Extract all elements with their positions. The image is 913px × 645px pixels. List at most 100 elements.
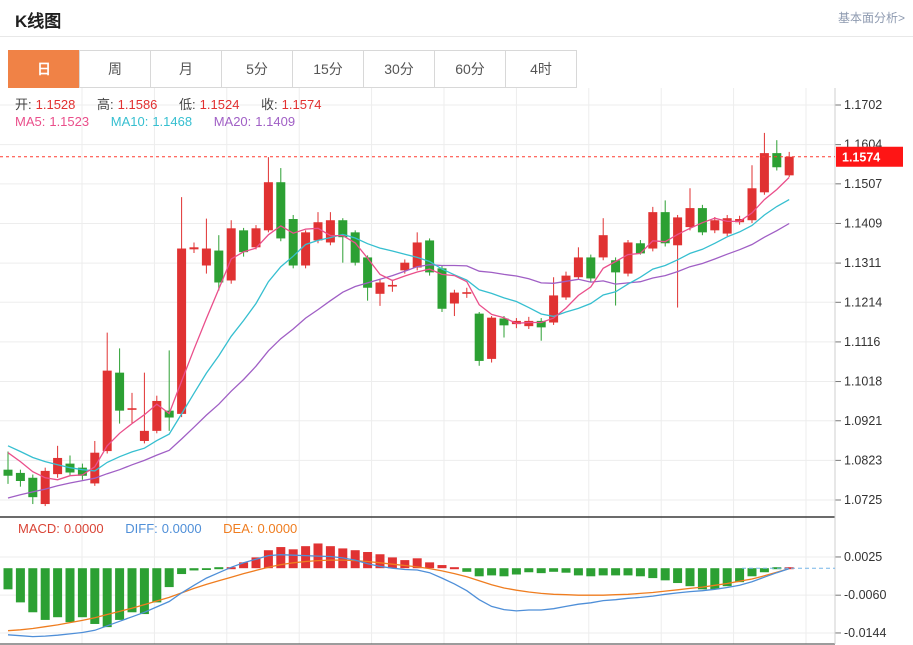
macd-bar-down [487, 568, 497, 576]
candle-down [115, 372, 125, 411]
tab-month[interactable]: 月 [150, 50, 222, 88]
macd-bar-down [561, 568, 571, 573]
macd-bar-flat [226, 567, 236, 570]
ma20-line [7, 222, 790, 499]
macd-bar-up [301, 546, 311, 569]
macd-bar-down [164, 568, 174, 588]
last-price-tag-text: 1.1574 [842, 150, 880, 164]
macd-bar-down [710, 568, 720, 590]
candle-up [722, 218, 732, 234]
tab-60min[interactable]: 60分 [434, 50, 506, 88]
macd-bar-down [65, 568, 75, 623]
price-axis-label: 1.1214 [844, 295, 882, 309]
candle-up [53, 457, 63, 475]
candle-up [524, 320, 534, 327]
candle-up [549, 295, 559, 323]
macd-bar-down [722, 568, 732, 587]
macd-bar-down [635, 568, 645, 577]
candle-down [437, 268, 447, 309]
macd-bar-down [177, 568, 187, 575]
candle-up [412, 242, 422, 268]
macd-bar-down [747, 568, 757, 577]
macd-bar-down [201, 568, 211, 570]
candle-up [201, 248, 211, 266]
candle-up [685, 208, 695, 228]
candle-up [710, 220, 720, 231]
candle-down [499, 318, 509, 326]
macd-bar-down [524, 568, 534, 573]
tab-4hour[interactable]: 4时 [505, 50, 577, 88]
macd-bar-down [53, 568, 63, 618]
macd-bar-down [586, 568, 596, 577]
candle-up [139, 430, 149, 441]
candle-up [747, 188, 757, 221]
candle-up [263, 182, 273, 231]
candle-down [474, 313, 484, 361]
tab-week[interactable]: 周 [79, 50, 151, 88]
macd-bar-up [251, 557, 261, 569]
candle-down [276, 182, 286, 239]
candle-down [288, 219, 298, 266]
candle-up [251, 228, 261, 248]
candle-up [102, 370, 112, 452]
candle-up [598, 235, 608, 258]
price-axis-label: 1.1409 [844, 216, 882, 230]
macd-bar-up [276, 547, 286, 569]
candle-up [449, 292, 459, 304]
macd-bar-up [387, 557, 397, 569]
candle-down [586, 257, 596, 279]
tab-5min[interactable]: 5分 [221, 50, 293, 88]
price-axis-label: 1.1507 [844, 177, 882, 191]
macd-bar-down [474, 568, 484, 577]
candle-up [648, 212, 658, 249]
ma5-line [7, 176, 790, 481]
chart-svg[interactable]: 1.17021.16041.15071.14091.13111.12141.11… [0, 88, 913, 645]
price-axis-label: 1.1702 [844, 98, 882, 112]
macd-bar-flat [214, 567, 224, 570]
fundamental-analysis-link[interactable]: 基本面分析> [837, 11, 905, 25]
candle-up [784, 156, 794, 176]
macd-bar-up [425, 562, 435, 569]
tab-day[interactable]: 日 [8, 50, 80, 88]
macd-bar-up [412, 558, 422, 569]
candle-down [214, 250, 224, 283]
candle-up [400, 262, 410, 271]
candle-down [239, 230, 249, 253]
macd-bar-down [40, 568, 50, 620]
candle-down [28, 477, 38, 498]
candle-up [127, 408, 137, 410]
macd-bar-down [77, 568, 87, 618]
macd-bar-up [325, 546, 335, 569]
candle-down [697, 208, 707, 233]
price-axis-label: 1.0921 [844, 414, 882, 428]
candle-down [350, 232, 360, 263]
macd-bar-up [263, 550, 273, 569]
price-axis-label: 1.0823 [844, 453, 882, 467]
macd-bar-down [462, 568, 472, 572]
macd-bar-up [437, 565, 447, 569]
price-axis-label: 1.1311 [844, 256, 881, 270]
diff-line [7, 554, 790, 638]
macd-bar-up [239, 562, 249, 569]
macd-bar-down [28, 568, 38, 613]
candle-up [90, 452, 100, 484]
dea-line [7, 559, 790, 632]
price-axis-label: 1.1116 [844, 335, 880, 349]
macd-bar-up [288, 549, 298, 569]
macd-bar-down [90, 568, 100, 624]
macd-bar-down [673, 568, 683, 584]
macd-bar-up [350, 550, 360, 569]
candle-up [387, 284, 397, 287]
tab-30min[interactable]: 30分 [363, 50, 435, 88]
last-price-tag [836, 146, 903, 167]
macd-bar-down [685, 568, 695, 587]
candle-up [673, 217, 683, 246]
macd-bar-down [511, 568, 521, 575]
macd-bar-down [735, 568, 745, 583]
candle-up [511, 320, 521, 325]
macd-bar-down [648, 568, 658, 579]
candle-up [623, 242, 633, 274]
tab-15min[interactable]: 15分 [292, 50, 364, 88]
price-axis-label: 1.1018 [844, 375, 882, 389]
